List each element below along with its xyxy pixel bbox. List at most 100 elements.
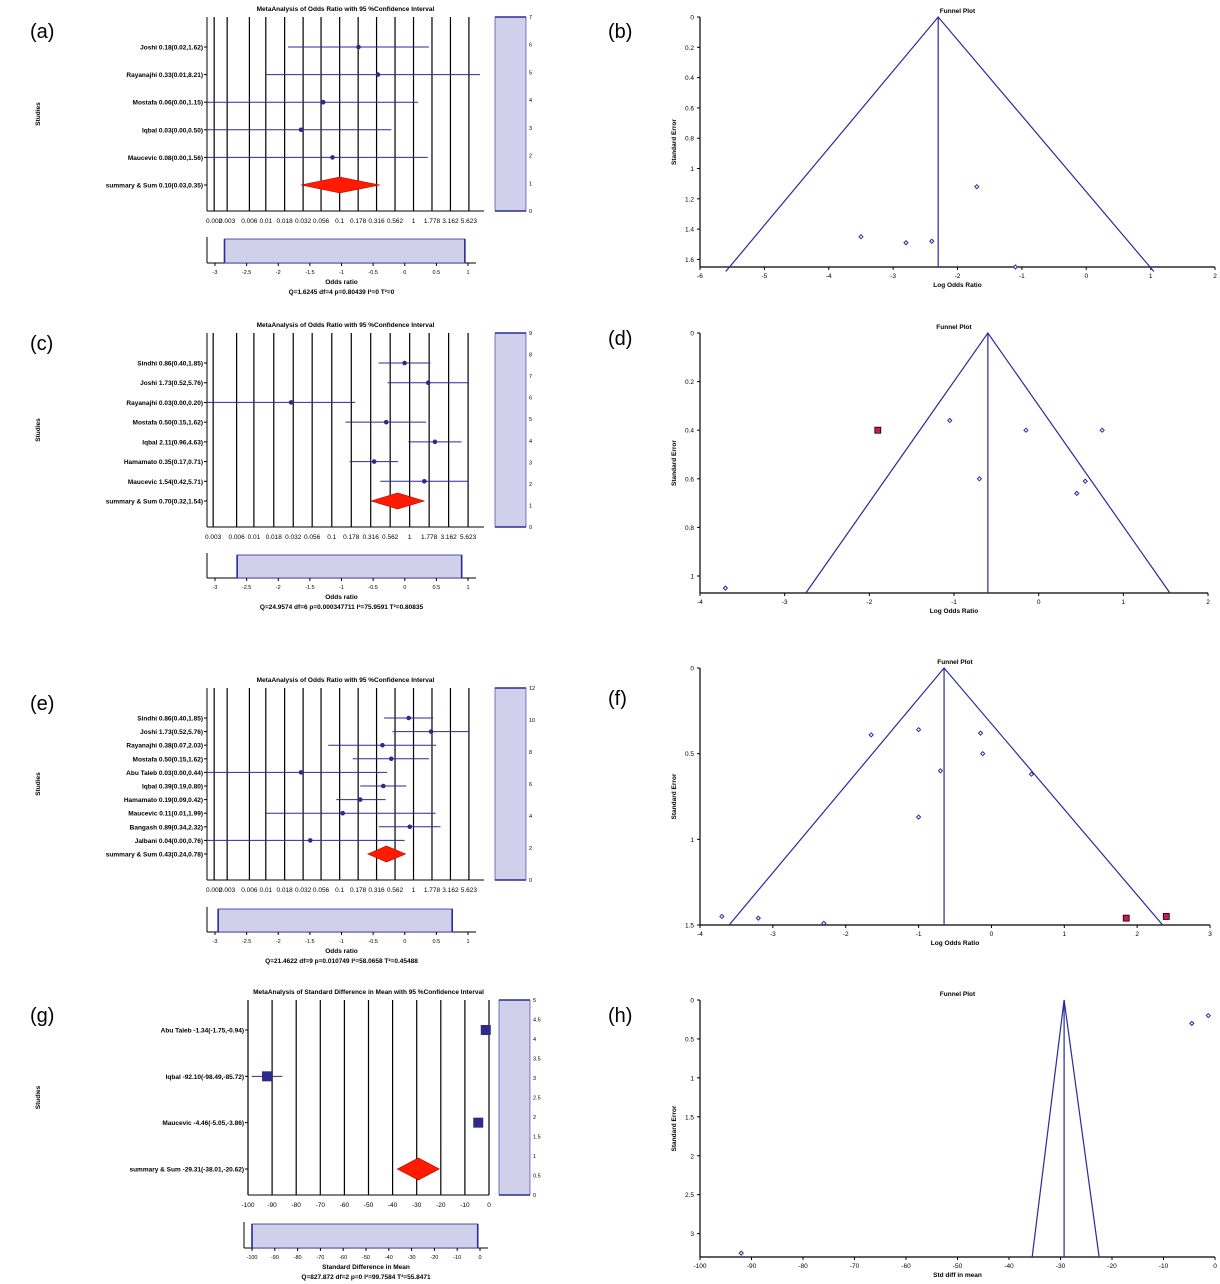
panel-a-bottom-tick-label-5: -0.5 xyxy=(368,270,377,276)
panel-e-tick-label-6: 0.056 xyxy=(313,887,330,894)
panel-c-study-label-1: Joshi 1.73(0.52,5.76) xyxy=(140,380,203,387)
panel-c-tick-label-0: 0.003 xyxy=(205,534,222,541)
panel-h-x-tick-label-10: 0 xyxy=(1213,1263,1217,1270)
panel-d-study-point-3 xyxy=(1023,427,1029,433)
panel-a-side-tick-1: 6 xyxy=(529,43,532,49)
panel-a-tick-label-1: 0.003 xyxy=(219,218,236,225)
panel-g-side-tick-3: 3.5 xyxy=(533,1057,541,1063)
panel-f-x-tick-label-5: 1 xyxy=(1062,931,1066,938)
panel-g-side-tick-9: 0.5 xyxy=(533,1174,541,1180)
panel-f-study-point-2 xyxy=(821,920,827,926)
panel-f-x-tick-label-1: -3 xyxy=(770,931,776,938)
panel-e-side-tick-4: 4 xyxy=(529,814,532,820)
panel-e-tick-label-11: 1 xyxy=(412,887,416,894)
panel-c-tick-label-12: 3.162 xyxy=(440,534,457,541)
panel-g-tick-label-2: -80 xyxy=(291,1202,301,1209)
panel-e-bottom-tick-label-8: 1 xyxy=(466,939,469,945)
panel-d-study-point-6 xyxy=(1099,427,1105,433)
panel-c-bottom-tick-label-6: 0 xyxy=(403,585,406,591)
panel-g-summary-label: summary & Sum -29.31(-38.01,-20.62) xyxy=(129,1167,244,1174)
panel-h-y-tick-label-5: 2.5 xyxy=(685,1192,694,1199)
panel-f-study-point-9 xyxy=(915,814,922,820)
panel-c-study-label-4: Iqbal 2.11(0.96,4.63) xyxy=(142,439,203,446)
panel-g-effect-square-0 xyxy=(480,1025,491,1035)
panel-f-y-tick-label-1: 0.5 xyxy=(685,751,694,758)
panel-c-study-label-2: Rayanajhi 0.03(0.00,0.20) xyxy=(126,400,203,407)
panel-letter-h: (h) xyxy=(608,1005,632,1027)
panel-f-study-point-6 xyxy=(977,730,984,736)
panel-d-ylabel: Standard Error xyxy=(671,440,678,486)
panel-e-side-tick-2: 8 xyxy=(529,750,532,756)
panel-letter-e: (e) xyxy=(30,693,54,715)
panel-d-y-tick-label-3: 0.6 xyxy=(685,476,694,483)
panel-g-bottom-tick-label-5: -50 xyxy=(362,1255,370,1261)
panel-a-effect-point-3 xyxy=(298,127,304,133)
panel-g-tick-label-5: -50 xyxy=(364,1202,374,1209)
panel-c-bottom-tick-label-0: -3 xyxy=(213,585,218,591)
panel-letter-c: (c) xyxy=(30,333,53,355)
panel-g-tick-label-10: 0 xyxy=(487,1202,491,1209)
panel-c-side-tick-1: 8 xyxy=(529,353,532,359)
panel-h-y-tick-label-1: 0.5 xyxy=(685,1036,694,1043)
panel-g-side-tick-5: 2.5 xyxy=(533,1096,541,1102)
panel-e-tick-label-14: 5.623 xyxy=(461,887,478,894)
panel-c-effect-point-6 xyxy=(421,478,427,484)
panel-e-tick-label-9: 0.316 xyxy=(368,887,385,894)
panel-f-x-tick-label-2: -2 xyxy=(843,931,849,938)
panel-e-effect-point-3 xyxy=(388,756,394,762)
panel-b-funnel-lines xyxy=(725,16,1155,272)
panel-a-tick-label-2: 0.006 xyxy=(241,218,258,225)
panel-e-side-tick-3: 6 xyxy=(529,782,532,788)
panel-d-xlabel: Log Odds Ratio xyxy=(930,608,978,615)
panel-c-tick-label-9: 0.562 xyxy=(382,534,399,541)
panel-h-title: Funnel Plot xyxy=(940,991,976,998)
panel-e-bottom-tick-label-1: -2.5 xyxy=(242,939,251,945)
panel-letter-f: (f) xyxy=(608,688,627,710)
panel-letter-a: (a) xyxy=(30,21,54,43)
panel-g-tick-label-7: -30 xyxy=(412,1202,422,1209)
panel-a-tick-label-3: 0.01 xyxy=(259,218,272,225)
panel-a-tick-label-14: 5.623 xyxy=(461,218,478,225)
panel-f-study-point-0 xyxy=(719,913,725,920)
panel-e-study-label-0: Sindhi 0.86(0.40,1.85) xyxy=(137,716,203,723)
panel-e-effect-point-1 xyxy=(428,729,434,734)
panel-f-study-point-7 xyxy=(979,750,986,757)
panel-h-ylabel: Standard Error xyxy=(671,1105,678,1151)
panel-f-x-tick-label-4: 0 xyxy=(990,931,994,938)
panel-a-ylabel: Studies xyxy=(35,102,42,126)
panel-g-bottom-tick-label-3: -70 xyxy=(316,1255,324,1261)
panel-f-study-point-4 xyxy=(915,726,922,733)
panel-e-bottom-tick-label-5: -0.5 xyxy=(368,939,377,945)
panel-a-bottom-tick-label-8: 1 xyxy=(466,270,469,276)
panel-e-study-label-9: Jalbani 0.04(0.00,0.76) xyxy=(135,838,203,845)
panel-a-tick-label-10: 0.562 xyxy=(387,218,404,225)
panel-b-ylabel: Standard Error xyxy=(671,119,678,165)
panel-c-tick-label-2: 0.01 xyxy=(248,534,261,541)
panel-b-title: Funnel Plot xyxy=(940,8,976,15)
panel-g-side-tick-7: 1.5 xyxy=(533,1135,541,1141)
panel-g-title: MetaAnalysis of Standard Difference in M… xyxy=(253,989,484,996)
panel-g-tick-label-8: -20 xyxy=(436,1202,446,1209)
panel-e-study-label-2: Rayanajhi 0.38(0.07,2.03) xyxy=(126,743,203,750)
panel-e-title: MetaAnalysis of Odds Ratio with 95 %Conf… xyxy=(257,677,435,684)
panel-b-y-tick-label-8: 1.6 xyxy=(685,257,694,264)
panel-c-effect-point-4 xyxy=(432,439,438,445)
panel-b-study-point-4 xyxy=(1012,264,1019,270)
panel-f-title: Funnel Plot xyxy=(937,659,973,666)
panel-e-bottom-tick-label-6: 0 xyxy=(403,939,406,945)
panel-e-study-label-5: Iqbal 0.39(0.19,0.80) xyxy=(142,784,203,791)
panel-a-effect-point-0 xyxy=(356,44,361,50)
panel-g-side-tick-10: 0 xyxy=(533,1193,536,1199)
panel-d-imputed-point-0 xyxy=(874,426,882,434)
panel-b-x-tick-label-1: -5 xyxy=(761,273,767,280)
panel-a-tick-label-11: 1 xyxy=(412,218,416,225)
panel-e-bottom-tick-label-2: -2 xyxy=(276,939,281,945)
panel-g-bottom-tick-label-1: -90 xyxy=(271,1255,279,1261)
panel-f-imputed-point-0 xyxy=(1122,914,1130,922)
panel-f-funnel-lines xyxy=(728,667,1164,926)
panel-e-side-tick-0: 12 xyxy=(529,686,535,692)
panel-b-x-tick-label-8: 2 xyxy=(1213,273,1217,280)
panel-e-tick-label-1: 0.003 xyxy=(219,887,236,894)
panel-c-study-label-5: Hamamato 0.35(0.17,0.71) xyxy=(124,459,203,466)
panel-g-bottom-range-box xyxy=(251,1223,479,1249)
